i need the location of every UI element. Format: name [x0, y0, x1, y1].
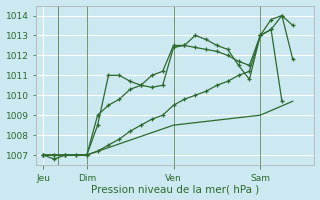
X-axis label: Pression niveau de la mer( hPa ): Pression niveau de la mer( hPa ): [91, 184, 260, 194]
